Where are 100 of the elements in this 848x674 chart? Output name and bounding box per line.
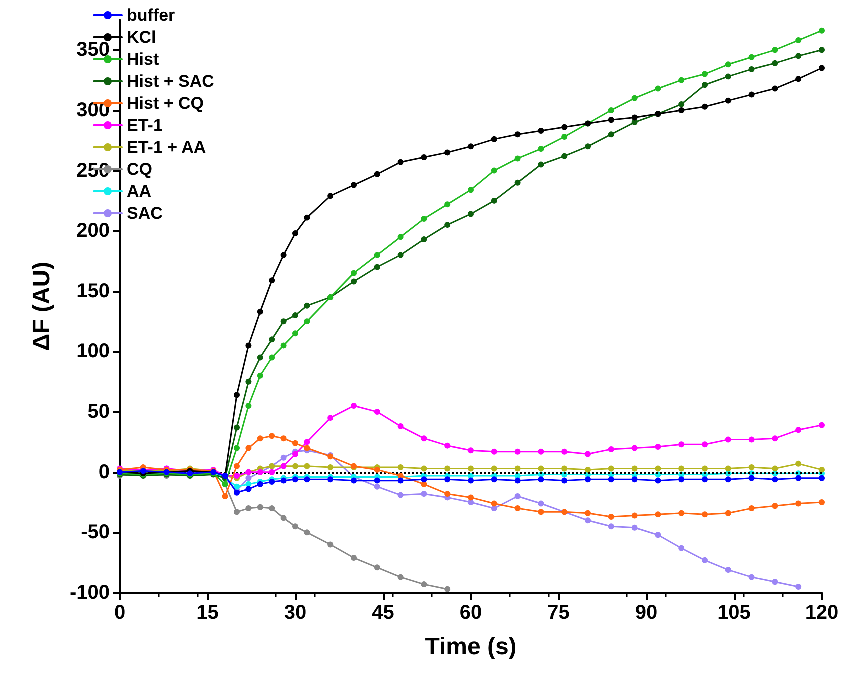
point (585, 476, 591, 483)
point (468, 494, 474, 501)
point (398, 159, 404, 166)
point (514, 466, 521, 472)
point (374, 478, 380, 484)
point (269, 469, 276, 476)
point (538, 500, 544, 507)
point (292, 440, 298, 446)
point (280, 478, 287, 484)
point (585, 144, 591, 150)
point (421, 466, 428, 472)
point (374, 264, 380, 270)
point (257, 354, 264, 361)
point (514, 156, 521, 162)
x-tick-label: 45 (372, 602, 394, 624)
point (269, 433, 276, 440)
point (655, 478, 662, 484)
point (796, 53, 802, 60)
point (608, 476, 614, 483)
point (608, 524, 614, 530)
point (748, 436, 755, 443)
point (269, 336, 276, 343)
point (748, 464, 755, 471)
point (796, 38, 802, 44)
point (772, 86, 778, 92)
legend-label: CQ (127, 160, 152, 179)
point (748, 54, 755, 60)
point (655, 532, 662, 538)
point (421, 236, 428, 243)
point (280, 515, 287, 522)
point (491, 136, 498, 142)
legend-label: Hist + CQ (127, 94, 204, 113)
point (246, 475, 252, 482)
point (292, 330, 298, 337)
y-tick-label: 350 (76, 39, 110, 62)
point (351, 270, 357, 276)
point (796, 76, 802, 82)
point (491, 466, 498, 472)
point (702, 71, 708, 78)
point (234, 424, 240, 431)
point (748, 92, 755, 98)
point (819, 466, 825, 473)
y-tick-label: 50 (88, 401, 110, 424)
point (444, 150, 451, 156)
point (246, 403, 252, 410)
point (772, 60, 778, 66)
point (246, 506, 252, 512)
point (538, 162, 544, 168)
point (538, 466, 544, 472)
point (514, 506, 521, 512)
point (304, 214, 310, 221)
point (632, 466, 638, 472)
point (772, 476, 778, 483)
point (585, 510, 591, 516)
point (280, 454, 287, 461)
legend-label: ET-1 (127, 116, 163, 135)
y-tick-label: 0 (98, 461, 110, 484)
point (234, 445, 240, 452)
point (725, 567, 732, 574)
point (269, 278, 276, 284)
point (514, 132, 521, 138)
point (222, 493, 228, 500)
point (796, 475, 802, 482)
point (514, 493, 521, 500)
point (280, 342, 287, 349)
point (748, 506, 755, 512)
point (328, 542, 334, 548)
x-tick-label: 0 (114, 602, 126, 624)
point (444, 586, 451, 592)
point (421, 582, 428, 588)
point (351, 182, 357, 188)
point (655, 444, 662, 450)
point (328, 415, 334, 422)
point (444, 222, 451, 228)
point (538, 509, 544, 516)
point (246, 378, 252, 385)
point (304, 445, 310, 452)
point (819, 422, 825, 428)
point (655, 466, 662, 472)
point (444, 202, 451, 208)
point (796, 584, 802, 590)
point (585, 466, 591, 473)
point (585, 451, 591, 458)
point (678, 466, 685, 472)
point (725, 74, 732, 80)
point (702, 557, 708, 564)
point (678, 510, 685, 516)
point (398, 492, 404, 498)
point (398, 424, 404, 430)
point (796, 500, 802, 507)
point (819, 28, 825, 34)
point (491, 500, 498, 507)
point (725, 436, 732, 443)
point (398, 252, 404, 258)
legend-label: Hist (127, 50, 160, 69)
point (374, 252, 380, 258)
point (538, 476, 544, 483)
point (374, 171, 380, 178)
point (655, 512, 662, 518)
point (421, 491, 428, 498)
